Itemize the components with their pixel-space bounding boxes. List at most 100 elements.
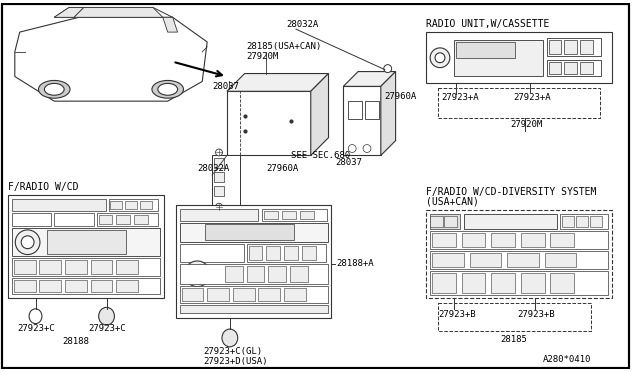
Bar [580,62,593,74]
Bar [576,216,588,227]
Bar [175,205,332,318]
Text: 27923+A: 27923+A [513,93,550,102]
Ellipse shape [15,230,40,254]
Bar [550,233,574,247]
Bar [432,253,463,267]
Text: 27920M: 27920M [510,120,542,129]
Bar [12,199,106,211]
Bar [348,101,362,119]
Text: 27923+B: 27923+B [517,310,555,319]
Text: 27923+D(USA): 27923+D(USA) [204,357,268,366]
Bar [266,246,280,260]
Text: A280*0410: A280*0410 [543,355,591,364]
Bar [212,155,240,205]
Ellipse shape [430,48,450,68]
Bar [12,258,160,276]
Bar [214,186,224,196]
Ellipse shape [527,307,543,325]
Polygon shape [54,7,84,17]
Bar [54,213,93,227]
Bar [564,40,577,54]
Bar [14,260,35,274]
Bar [302,246,316,260]
Polygon shape [163,17,177,32]
Bar [461,273,485,292]
Bar [580,40,593,54]
Bar [456,42,515,58]
Bar [282,211,296,219]
Polygon shape [343,71,396,86]
Bar [246,266,264,282]
Bar [590,216,602,227]
Bar [521,233,545,247]
Bar [40,280,61,292]
Bar [438,88,600,118]
Bar [548,40,561,54]
Ellipse shape [447,309,460,324]
Bar [426,210,612,298]
Bar [180,244,244,262]
Ellipse shape [216,203,223,210]
Ellipse shape [363,145,371,153]
Ellipse shape [522,92,538,110]
Bar [248,246,262,260]
Text: 27923+B: 27923+B [438,310,476,319]
Bar [116,215,130,224]
Ellipse shape [44,83,64,95]
Bar [99,215,113,224]
Polygon shape [74,7,163,17]
Bar [432,273,456,292]
Bar [182,288,204,301]
Text: 28185: 28185 [500,336,527,344]
Bar [97,213,158,227]
Bar [492,233,515,247]
Bar [438,304,591,331]
Ellipse shape [38,80,70,98]
Text: 27923+C(GL): 27923+C(GL) [204,347,262,356]
Bar [180,222,328,242]
Bar [12,228,160,256]
Bar [65,280,87,292]
Bar [492,273,515,292]
Bar [134,215,148,224]
Bar [430,231,608,249]
Bar [180,305,328,313]
Bar [430,216,443,227]
Ellipse shape [21,236,34,248]
Text: (USA+CAN): (USA+CAN) [426,197,479,207]
Ellipse shape [158,83,177,95]
Bar [180,286,328,304]
Ellipse shape [435,53,445,63]
Text: SEE SEC.680: SEE SEC.680 [291,151,350,160]
Bar [111,201,122,209]
Text: 27960A: 27960A [266,164,299,173]
Bar [564,62,577,74]
Ellipse shape [222,329,237,347]
Bar [461,233,485,247]
Bar [444,216,457,227]
Bar [225,266,243,282]
Bar [507,253,539,267]
Polygon shape [381,71,396,155]
Bar [91,260,113,274]
Bar [214,158,224,168]
Bar [12,213,51,227]
Text: 27923+C: 27923+C [18,324,56,333]
Text: 28037: 28037 [335,158,362,167]
Ellipse shape [216,149,223,156]
Text: 27923+C: 27923+C [89,324,127,333]
Ellipse shape [450,94,461,108]
Bar [548,62,561,74]
Bar [125,201,137,209]
Bar [343,86,381,155]
Bar [547,60,601,76]
Bar [116,260,138,274]
Bar [426,32,612,83]
Ellipse shape [29,309,42,324]
Bar [207,288,229,301]
Bar [550,273,574,292]
Bar [547,38,601,56]
Text: RADIO UNIT,W/CASSETTE: RADIO UNIT,W/CASSETTE [426,19,550,29]
Text: F/RADIO W/CD: F/RADIO W/CD [8,182,78,192]
Bar [268,266,286,282]
